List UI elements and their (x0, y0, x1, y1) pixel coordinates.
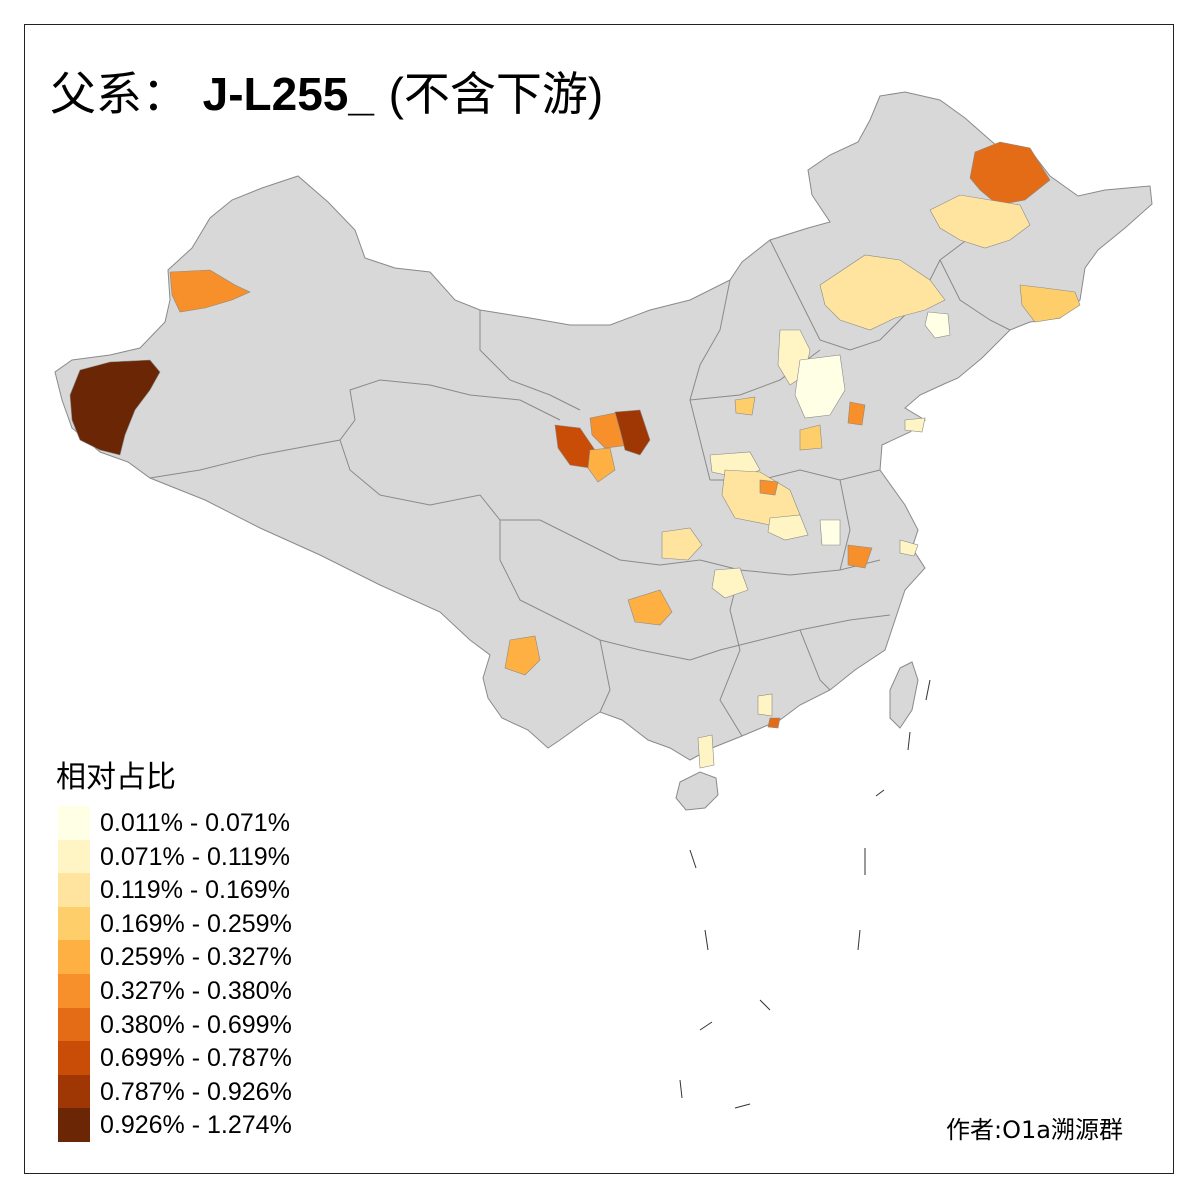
legend-label: 0.259% - 0.327% (100, 943, 292, 972)
leizhou-peninsula (697, 734, 715, 769)
henan-capital (759, 479, 779, 496)
shandong-peninsula (904, 417, 926, 433)
kashgar-region (69, 359, 161, 456)
jilin-east (1019, 284, 1081, 323)
legend-item: 0.011% - 0.071% (58, 806, 358, 840)
map-title: 父系： J-L255_ (不含下游) (50, 58, 603, 124)
legend-label: 0.926% - 1.274% (100, 1111, 292, 1140)
ili-region (169, 269, 251, 313)
sichuan-north (661, 527, 703, 561)
legend-label: 0.011% - 0.071% (100, 809, 290, 837)
legend-label: 0.380% - 0.699% (100, 1010, 292, 1039)
heilongjiang-north (969, 141, 1051, 206)
hebei-south (799, 424, 823, 451)
prefecture-fills (69, 141, 1081, 769)
jiangsu-south (899, 539, 919, 557)
legend-label: 0.787% - 0.926% (100, 1077, 292, 1106)
legend-item: 0.380% - 0.699% (58, 1007, 358, 1042)
beijing-tianjin (794, 354, 846, 419)
legend-label: 0.699% - 0.787% (100, 1044, 292, 1073)
legend-item: 0.926% - 1.274% (58, 1108, 358, 1142)
legend-item: 0.327% - 0.380% (58, 973, 358, 1008)
inner-mongolia-east (819, 254, 946, 331)
legend-item: 0.259% - 0.327% (58, 940, 358, 974)
legend-swatch (58, 1007, 90, 1042)
legend-swatch (58, 1074, 90, 1109)
henan-south (767, 514, 809, 541)
legend-swatch (58, 1041, 90, 1075)
legend-swatch (58, 873, 90, 907)
anhui-east (847, 544, 873, 569)
legend-swatch (58, 940, 90, 974)
hubei-west (711, 567, 749, 599)
map-frame (24, 24, 1174, 1174)
shandong-coast (847, 401, 866, 426)
legend-item: 0.071% - 0.119% (58, 839, 358, 874)
chongqing (627, 589, 673, 626)
legend-item: 0.787% - 0.926% (58, 1074, 358, 1109)
legend-swatch (58, 973, 90, 1008)
heilongjiang-south (929, 194, 1031, 249)
guangdong-delta (767, 717, 781, 729)
legend-swatch (58, 806, 90, 840)
title-note: (不含下游) (388, 68, 604, 120)
legend-title: 相对占比 (56, 760, 176, 795)
legend-label: 0.071% - 0.119% (100, 842, 290, 871)
title-prefix: 父系： (50, 67, 188, 121)
shanxi-middle (734, 396, 756, 416)
title-haplogroup: J-L255_ (202, 68, 374, 120)
hainan-island (675, 771, 719, 811)
legend-label: 0.169% - 0.259% (100, 909, 292, 938)
yunnan-central (504, 635, 541, 676)
guangdong-west (757, 693, 773, 717)
legend-swatch (58, 839, 90, 874)
legend-swatch (58, 906, 90, 941)
liaoning-west (924, 311, 951, 339)
taiwan-island (889, 661, 919, 729)
legend-swatch (58, 1108, 90, 1142)
legend-label: 0.119% - 0.169% (100, 876, 290, 905)
shaanxi-north (614, 409, 651, 456)
gansu-east (587, 447, 616, 483)
anhui-west (819, 519, 841, 546)
legend: 0.011% - 0.071% 0.071% - 0.119% 0.119% -… (58, 806, 358, 1142)
legend-item: 0.699% - 0.787% (58, 1041, 358, 1075)
legend-label: 0.327% - 0.380% (100, 976, 292, 1005)
south-sea-islands (679, 679, 931, 1109)
legend-item: 0.169% - 0.259% (58, 906, 358, 941)
legend-item: 0.119% - 0.169% (58, 873, 358, 907)
author-credit: 作者:O1a溯源群 (946, 1116, 1123, 1144)
